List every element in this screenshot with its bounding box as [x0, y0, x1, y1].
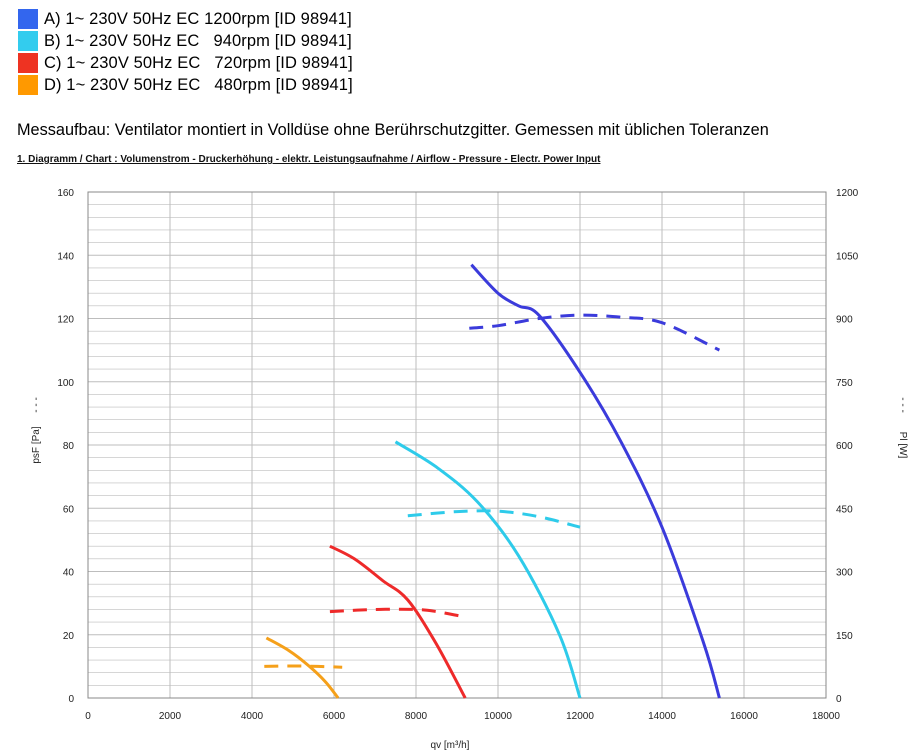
y-tick-label: 100: [57, 378, 74, 389]
series-a-power-line: [469, 313, 721, 352]
y-tick-label: 0: [68, 694, 74, 705]
y-tick-label: 140: [57, 251, 74, 262]
x-tick-label: 2000: [159, 711, 182, 722]
x-axis-label: qv [m³/h]: [431, 740, 470, 751]
chart-curves: [264, 263, 721, 699]
y2-tick-label: 1050: [836, 251, 859, 262]
y2-tick-label: 150: [836, 631, 853, 642]
x-tick-label: 6000: [323, 711, 346, 722]
y-tick-label: 60: [63, 504, 75, 515]
y2-tick-label: 1200: [836, 188, 859, 199]
series-d-power-line: [264, 664, 343, 669]
y-tick-label: 20: [63, 631, 75, 642]
y2-tick-label: 300: [836, 568, 853, 579]
x-tick-label: 18000: [812, 711, 840, 722]
x-tick-label: 12000: [566, 711, 594, 722]
series-c-power-line: [329, 607, 466, 619]
chart-heading: 1. Diagramm / Chart : Volumenstrom - Dru…: [17, 154, 601, 165]
series-d-pressure-line: [265, 636, 340, 699]
x-tick-label: 10000: [484, 711, 512, 722]
y2-tick-label: 450: [836, 504, 853, 515]
y-tick-label: 80: [63, 441, 75, 452]
plot-frame: [87, 191, 827, 699]
y2-tick-label: 600: [836, 441, 853, 452]
y-tick-label: 120: [57, 315, 74, 326]
x-tick-label: 14000: [648, 711, 676, 722]
legend: A) 1~ 230V 50Hz EC 1200rpm [ID 98941] B)…: [18, 8, 353, 96]
y-axis-label-dash: - - -: [31, 397, 42, 413]
series-a-pressure-line: [470, 263, 721, 699]
x-tick-label: 0: [85, 711, 91, 722]
measurement-setup-text: Messaufbau: Ventilator montiert in Volld…: [17, 121, 769, 139]
legend-swatch-d: [18, 75, 38, 95]
axis-ticks: 0 2000 4000 6000 8000 10000 12000 14000 16000 180…: [57, 188, 858, 722]
legend-label-b: B) 1~ 230V 50Hz EC 940rpm [ID 98941]: [44, 31, 352, 50]
legend-label-d: D) 1~ 230V 50Hz EC 480rpm [ID 98941]: [44, 75, 353, 94]
plot-border: [87, 191, 827, 699]
y-tick-label: 160: [57, 188, 74, 199]
y2-tick-label: 900: [836, 315, 853, 326]
y2-tick-label: 0: [836, 694, 842, 705]
y-tick-label: 40: [63, 568, 75, 579]
series-b-power-line: [407, 509, 581, 529]
legend-item-b: B) 1~ 230V 50Hz EC 940rpm [ID 98941]: [18, 30, 353, 52]
legend-label-c: C) 1~ 230V 50Hz EC 720rpm [ID 98941]: [44, 53, 353, 72]
legend-swatch-c: [18, 53, 38, 73]
legend-swatch-b: [18, 31, 38, 51]
series-c-pressure-line: [329, 544, 467, 699]
x-tick-label: 8000: [405, 711, 428, 722]
legend-label-a: A) 1~ 230V 50Hz EC 1200rpm [ID 98941]: [44, 9, 352, 28]
legend-swatch-a: [18, 9, 38, 29]
legend-item-a: A) 1~ 230V 50Hz EC 1200rpm [ID 98941]: [18, 8, 353, 30]
y2-axis-label-dash: - - -: [897, 397, 908, 413]
chart-grid: [87, 191, 827, 699]
y2-axis-label: Pl [W]: [897, 432, 908, 459]
legend-item-d: D) 1~ 230V 50Hz EC 480rpm [ID 98941]: [18, 74, 353, 96]
series-b-pressure-line: [394, 440, 582, 699]
y2-tick-label: 750: [836, 378, 853, 389]
legend-item-c: C) 1~ 230V 50Hz EC 720rpm [ID 98941]: [18, 52, 353, 74]
x-tick-label: 16000: [730, 711, 758, 722]
y-axis-label: psF [Pa]: [31, 426, 42, 463]
x-tick-label: 4000: [241, 711, 264, 722]
